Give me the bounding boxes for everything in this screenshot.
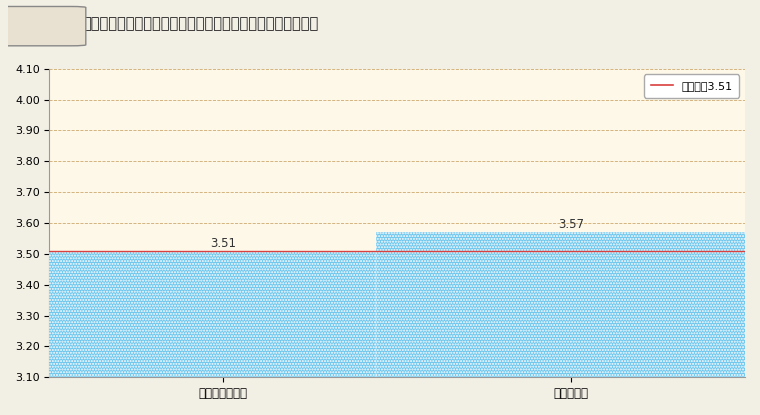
Text: 3.57: 3.57 xyxy=(558,218,584,231)
Text: 図 2-20: 図 2-20 xyxy=(17,17,61,30)
Text: 3.51: 3.51 xyxy=(211,237,236,249)
Bar xyxy=(29,251,418,377)
Bar xyxy=(376,232,760,377)
Text: 勤務形態別（フルタイム勤務・短時間勤務）の回答の平均値: 勤務形態別（フルタイム勤務・短時間勤務）の回答の平均値 xyxy=(82,17,318,32)
Legend: 総平均値3.51: 総平均値3.51 xyxy=(644,74,739,98)
FancyBboxPatch shape xyxy=(0,7,86,46)
